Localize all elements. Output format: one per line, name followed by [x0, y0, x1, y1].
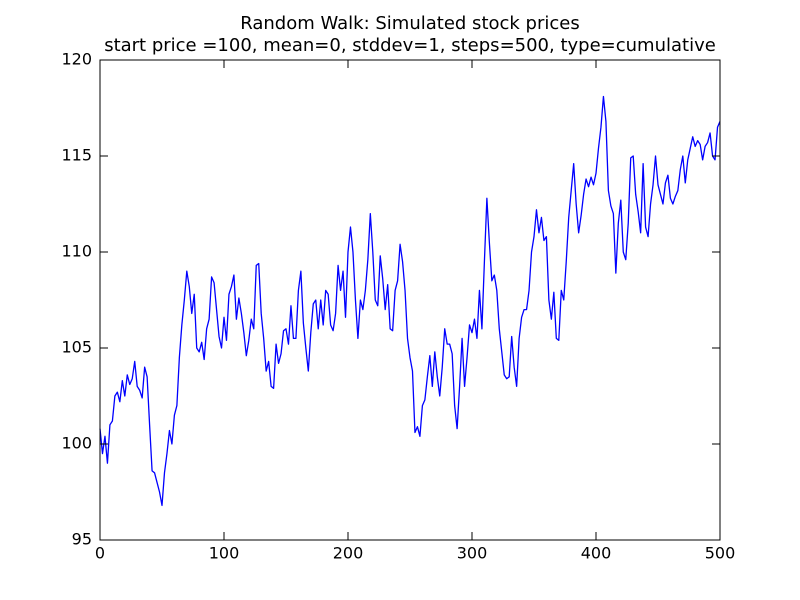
y-tick-label: 115 [61, 146, 92, 165]
y-tick-label: 110 [61, 242, 92, 261]
x-tick-label: 100 [209, 544, 240, 563]
plot-frame [99, 59, 721, 541]
x-tick-label: 0 [95, 544, 105, 563]
y-tick-label: 120 [61, 50, 92, 69]
y-tick-label: 95 [72, 530, 92, 549]
x-tick-label: 300 [457, 544, 488, 563]
x-tick-label: 400 [581, 544, 612, 563]
chart-subtitle: start price =100, mean=0, stddev=1, step… [104, 35, 716, 56]
y-tick-label: 105 [61, 338, 92, 357]
data-line [99, 95, 721, 507]
x-tick-label: 500 [705, 544, 736, 563]
x-tick-label: 200 [333, 544, 364, 563]
chart-title: Random Walk: Simulated stock prices [240, 13, 579, 34]
y-tick-label: 100 [61, 434, 92, 453]
